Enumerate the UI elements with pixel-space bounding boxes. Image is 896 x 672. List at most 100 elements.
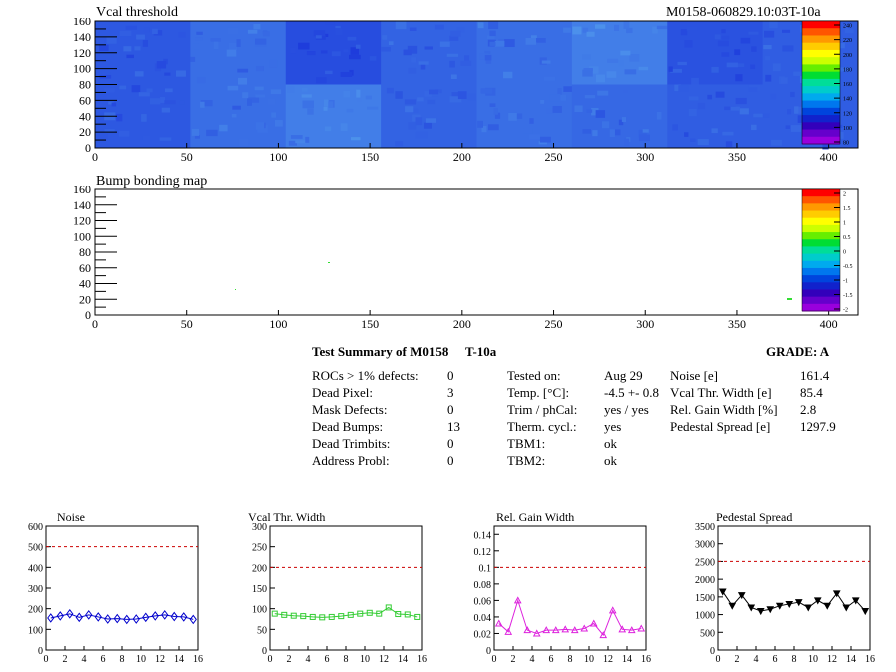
heat-speckle: [595, 24, 606, 29]
series-line: [274, 606, 418, 618]
data-point: [766, 606, 775, 614]
y-tick-label: 3000: [695, 540, 715, 551]
heat-speckle: [247, 97, 260, 103]
heat-speckle: [782, 45, 794, 52]
color-scale-band: [802, 21, 840, 29]
summary-value: yes: [604, 419, 622, 434]
heat-speckle: [785, 125, 791, 129]
summary-value: 3: [447, 385, 454, 400]
chart-title: Noise: [57, 510, 85, 524]
data-point: [637, 624, 646, 632]
heat-speckle: [200, 100, 213, 107]
heat-speckle: [427, 99, 436, 105]
heat-speckle: [481, 126, 487, 133]
heat-speckle: [707, 94, 713, 100]
data-point: [104, 614, 112, 624]
heat-speckle: [295, 140, 307, 144]
bump-map-title: Bump bonding map: [96, 174, 208, 189]
heat-speckle: [302, 100, 314, 109]
heat-speckle: [464, 55, 470, 62]
heat-speckle: [343, 90, 351, 98]
summary-label: Dead Pixel:: [312, 385, 374, 400]
heat-speckle: [552, 105, 562, 113]
y-tick-label: 200: [28, 605, 43, 616]
heat-speckle: [656, 112, 662, 120]
x-tick-label: 200: [453, 317, 471, 331]
summary-label: Trim / phCal:: [507, 402, 578, 417]
heat-speckle: [840, 67, 851, 72]
heat-speckle: [623, 21, 630, 29]
heat-speckle: [688, 108, 697, 117]
heat-speckle: [153, 30, 163, 36]
heat-speckle: [274, 120, 283, 127]
heat-speckle: [286, 86, 295, 94]
data-point: [580, 624, 589, 632]
heat-speckle: [735, 74, 743, 82]
color-scale-band: [802, 260, 840, 269]
heat-speckle: [325, 21, 335, 25]
data-point: [338, 613, 345, 620]
heat-speckle: [413, 108, 419, 113]
y-tick-label: 160: [73, 18, 91, 28]
heat-speckle: [486, 35, 495, 40]
heat-speckle: [331, 51, 341, 57]
heat-speckle: [549, 94, 561, 102]
heat-speckle: [355, 44, 361, 49]
color-scale-band: [802, 35, 840, 44]
noise-chart: Noise 0 100 200 300 400 500 600 0 2 4 6 8 10 12 14 16: [28, 510, 203, 665]
x-tick-label: 12: [603, 654, 613, 665]
heat-speckle: [480, 88, 493, 94]
heat-speckle: [116, 113, 123, 122]
heat-speckle: [592, 130, 598, 137]
heat-speckle: [586, 31, 595, 37]
heat-speckle: [346, 108, 354, 113]
color-scale-band: [802, 129, 840, 138]
roc-block: [476, 21, 573, 85]
heat-speckle: [307, 108, 314, 115]
data-point: [85, 610, 93, 620]
heat-speckle: [624, 138, 630, 146]
module-id-label: M0158-060829.10:03T-10a: [666, 5, 821, 20]
heat-speckle: [740, 37, 751, 44]
heat-speckle: [734, 63, 745, 68]
data-point: [599, 631, 608, 639]
heat-speckle: [253, 23, 261, 30]
heat-speckle: [356, 89, 361, 98]
heat-speckle: [638, 134, 651, 142]
color-scale-band: [802, 196, 840, 204]
bump-color-scale: 2 1.5 1 0.5 0 -0.5 -1 -1.5 -2: [801, 188, 853, 314]
color-scale-band: [802, 100, 840, 109]
heat-speckle: [409, 27, 417, 31]
x-tick-label: 50: [181, 150, 193, 163]
heat-speckle: [271, 112, 277, 118]
color-scale-band: [802, 303, 840, 312]
heat-speckle: [715, 91, 725, 98]
x-tick-label: 12: [155, 654, 165, 665]
x-tick-label: 16: [193, 654, 203, 665]
heat-speckle: [739, 108, 749, 115]
heat-speckle: [620, 50, 631, 56]
data-point: [66, 609, 74, 619]
heat-speckle: [270, 89, 282, 95]
color-scale-band: [802, 224, 840, 233]
y-tick-label: 0.04: [474, 613, 492, 624]
roc-block: [190, 84, 287, 149]
heat-speckle: [408, 67, 417, 74]
heat-speckle: [688, 96, 699, 101]
heat-speckle: [489, 41, 496, 46]
heat-speckle: [626, 27, 633, 34]
heat-speckle: [515, 113, 523, 119]
heat-speckle: [680, 29, 688, 36]
x-tick-label: 4: [306, 654, 311, 665]
plot-frame: [45, 525, 199, 651]
heat-speckle: [146, 88, 153, 93]
data-point: [756, 608, 765, 616]
bump-defect-mark: [328, 262, 330, 263]
heat-speckle: [449, 96, 462, 103]
heat-speckle: [574, 105, 583, 113]
y-tick-label: 100: [73, 62, 91, 76]
scale-label: -2: [843, 308, 848, 314]
heat-speckle: [96, 133, 108, 141]
x-tick-label: 400: [820, 150, 838, 163]
data-point: [290, 612, 297, 619]
